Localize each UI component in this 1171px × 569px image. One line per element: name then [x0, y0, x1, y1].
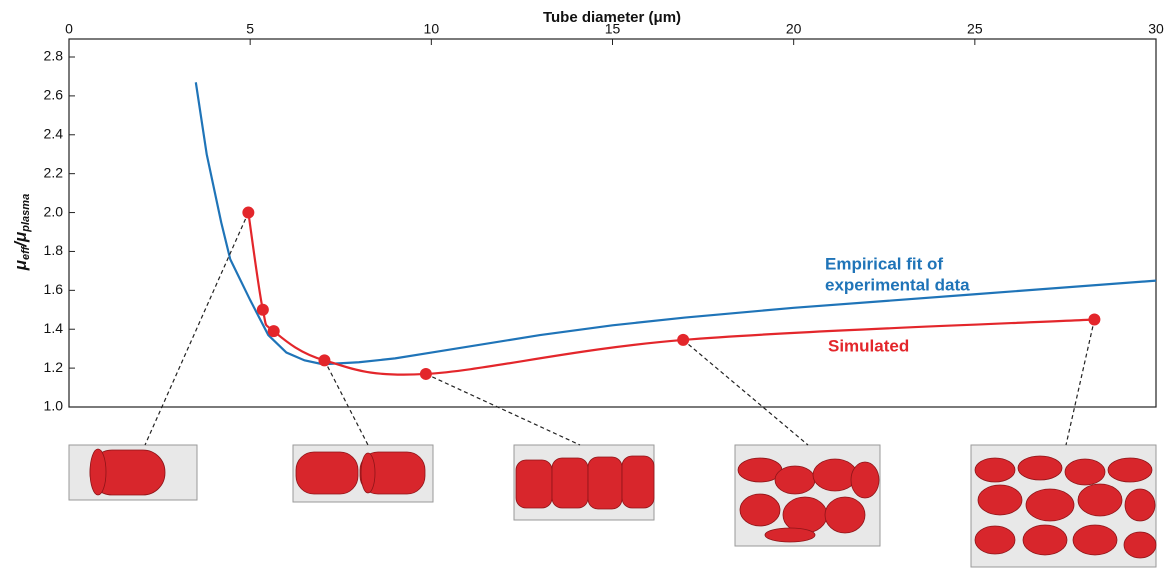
y-tick-label: 1.6	[44, 281, 64, 297]
series-line	[194, 82, 1157, 366]
data-point	[1088, 313, 1101, 326]
y-title-part: μ	[11, 259, 30, 271]
connector	[682, 339, 809, 446]
x-tick-label: 30	[1148, 21, 1164, 37]
connector	[1065, 319, 1095, 446]
y-tick-label: 1.2	[44, 359, 64, 375]
connector	[144, 212, 249, 446]
x-tick-label: 25	[967, 21, 983, 37]
data-point	[242, 206, 255, 219]
series-label: Empirical fit of	[825, 254, 943, 273]
tube-images	[68, 444, 1157, 568]
data-point	[419, 367, 432, 380]
y-axis-title: μeff/μplasma	[11, 194, 31, 271]
x-tick-label: 20	[786, 21, 802, 37]
data-point	[256, 303, 269, 316]
y-title-sub: plasma	[20, 194, 32, 233]
y-tick-label: 2.6	[44, 87, 64, 103]
data-point	[318, 354, 331, 367]
x-axis-title: Tube diameter (μm)	[543, 9, 681, 26]
data-point	[677, 333, 690, 346]
plot-frame	[68, 38, 1157, 408]
x-tick-label: 5	[246, 21, 254, 37]
series-label: Simulated	[828, 336, 909, 355]
y-tick-label: 1.8	[44, 242, 64, 258]
y-tick-label: 1.0	[44, 398, 64, 414]
connector	[425, 373, 581, 446]
connector	[323, 360, 369, 446]
x-tick-label: 0	[65, 21, 73, 37]
y-tick-label: 2.8	[44, 48, 64, 64]
series-line	[247, 212, 1095, 376]
y-tick-label: 1.4	[44, 320, 64, 336]
x-tick-label: 15	[605, 21, 621, 37]
y-tick-label: 2.2	[44, 164, 64, 180]
series-label: experimental data	[825, 275, 970, 294]
y-tick-label: 2.4	[44, 125, 64, 141]
y-title-part: /μ	[11, 231, 30, 248]
y-tick-label: 2.0	[44, 203, 64, 219]
data-point	[267, 325, 280, 338]
x-tick-label: 10	[424, 21, 440, 37]
y-title-sub: eff	[20, 245, 32, 260]
